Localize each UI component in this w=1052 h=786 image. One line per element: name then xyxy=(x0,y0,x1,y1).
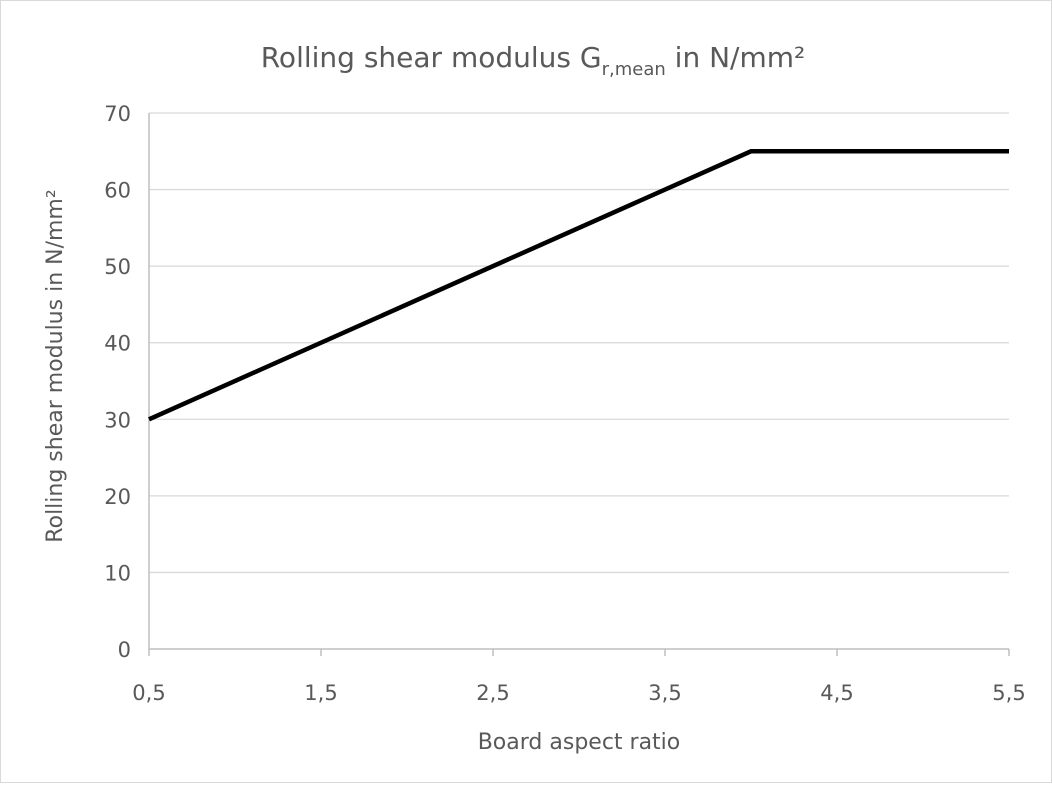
chart-title-main: Rolling shear modulus G xyxy=(261,41,602,74)
y-tick-label: 50 xyxy=(104,255,131,279)
x-tick-label: 1,5 xyxy=(304,681,337,705)
chart-title: Rolling shear modulus Gr,mean in N/mm² xyxy=(261,41,806,80)
x-tick-label: 0,5 xyxy=(132,681,165,705)
chart-title-subscript: r,mean xyxy=(602,59,666,80)
chart-title-tail: in N/mm² xyxy=(666,41,805,74)
x-tick-label: 3,5 xyxy=(648,681,681,705)
series-layer xyxy=(148,149,1009,422)
x-tick-label: 4,5 xyxy=(820,681,853,705)
grid-layer xyxy=(149,112,1009,574)
y-tick-label: 30 xyxy=(104,408,131,432)
y-axis-title: Rolling shear modulus in N/mm² xyxy=(43,189,68,542)
axis-layer xyxy=(148,113,1010,656)
tick-layer: 0 10 20 30 40 50 60 70 0,5 1,5 2,5 3,5 4,5 5,5 xyxy=(104,102,1025,705)
y-tick-label: 0 xyxy=(118,638,131,662)
y-tick-label: 40 xyxy=(104,332,131,356)
x-axis-title: Board aspect ratio xyxy=(478,730,681,755)
y-tick-label: 60 xyxy=(104,179,131,203)
series-line xyxy=(148,149,1009,422)
x-tick-label: 2,5 xyxy=(476,681,509,705)
y-tick-label: 10 xyxy=(104,561,131,585)
x-tick-label: 5,5 xyxy=(992,681,1025,705)
y-tick-label: 70 xyxy=(104,102,131,126)
y-tick-label: 20 xyxy=(104,485,131,509)
